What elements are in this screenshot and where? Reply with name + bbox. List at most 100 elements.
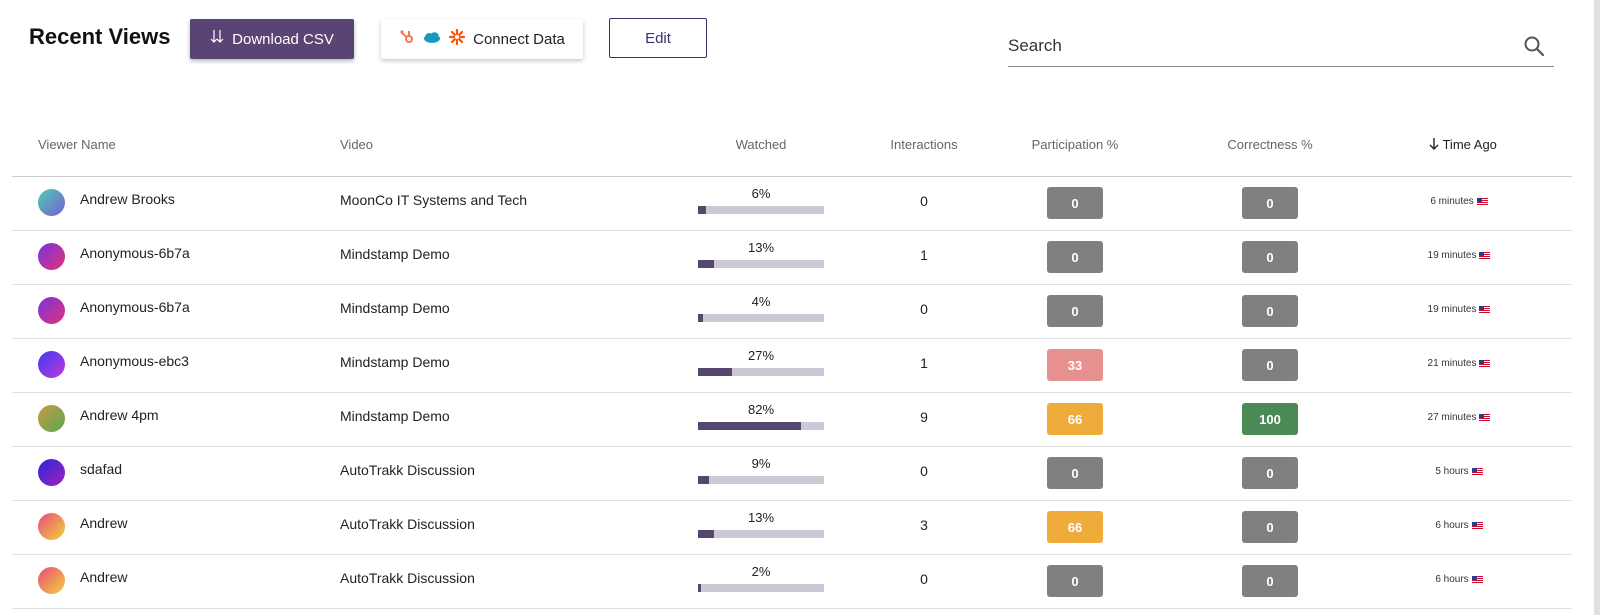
video-title[interactable]: Mindstamp Demo	[340, 300, 450, 316]
avatar	[38, 189, 65, 216]
time-ago-text: 6 minutes	[1430, 196, 1474, 207]
time-ago: 6 hours	[1398, 520, 1520, 531]
correctness-badge: 0	[1242, 511, 1298, 543]
time-ago: 6 minutes	[1398, 196, 1520, 207]
avatar	[38, 297, 65, 324]
participation-badge: 0	[1047, 295, 1103, 327]
participation-badge: 33	[1047, 349, 1103, 381]
video-title[interactable]: AutoTrakk Discussion	[340, 462, 475, 478]
watched-percent: 13%	[747, 510, 775, 525]
download-csv-button[interactable]: Download CSV	[190, 19, 354, 59]
viewer-name[interactable]: Anonymous-6b7a	[80, 299, 190, 315]
avatar	[38, 513, 65, 540]
participation-badge: 0	[1047, 241, 1103, 273]
avatar	[38, 351, 65, 378]
video-title[interactable]: Mindstamp Demo	[340, 354, 450, 370]
edit-button[interactable]: Edit	[609, 18, 707, 58]
time-ago: 6 hours	[1398, 574, 1520, 585]
correctness-badge: 100	[1242, 403, 1298, 435]
video-title[interactable]: AutoTrakk Discussion	[340, 570, 475, 586]
connect-data-label: Connect Data	[473, 30, 565, 48]
time-ago-text: 21 minutes	[1427, 358, 1477, 369]
watched-progress-fill	[698, 476, 710, 484]
table-row[interactable]: Andrew AutoTrakk Discussion 2% 0 0 0 6 h…	[12, 555, 1572, 609]
column-correctness[interactable]: Correctness %	[1227, 137, 1313, 152]
video-title[interactable]: AutoTrakk Discussion	[340, 516, 475, 532]
hubspot-icon	[399, 29, 415, 49]
correctness-badge: 0	[1242, 241, 1298, 273]
avatar	[38, 459, 65, 486]
column-watched[interactable]: Watched	[735, 137, 787, 152]
watched-percent: 27%	[747, 348, 775, 363]
watched-progress-fill	[698, 530, 715, 538]
watched-progress-fill	[698, 260, 715, 268]
interactions-count: 0	[920, 301, 928, 317]
interactions-count: 1	[920, 247, 928, 263]
avatar	[38, 567, 65, 594]
avatar	[38, 405, 65, 432]
us-flag-icon	[1471, 575, 1483, 583]
download-csv-label: Download CSV	[232, 30, 334, 48]
us-flag-icon	[1471, 521, 1483, 529]
watched-progress-fill	[698, 422, 802, 430]
watched-progress-bar	[698, 260, 824, 268]
column-video[interactable]: Video	[340, 137, 374, 152]
video-title[interactable]: Mindstamp Demo	[340, 408, 450, 424]
watched-progress-bar	[698, 476, 824, 484]
page-title: Recent Views	[29, 24, 171, 49]
viewer-name[interactable]: Andrew 4pm	[80, 407, 159, 423]
scrollbar-thumb[interactable]	[1594, 0, 1600, 615]
watched-percent: 4%	[751, 294, 771, 309]
interactions-count: 0	[920, 463, 928, 479]
search-icon[interactable]	[1522, 34, 1546, 58]
participation-badge: 0	[1047, 187, 1103, 219]
viewer-name[interactable]: sdafad	[80, 461, 123, 477]
participation-badge: 0	[1047, 457, 1103, 489]
scrollbar[interactable]	[1592, 0, 1600, 615]
viewer-name[interactable]: Anonymous-ebc3	[80, 353, 189, 369]
search-box	[1008, 28, 1554, 67]
watched-percent: 6%	[751, 186, 771, 201]
time-ago-label: Time Ago	[1442, 137, 1497, 152]
column-time-ago[interactable]: Time Ago	[1408, 137, 1518, 152]
table-row[interactable]: Andrew AutoTrakk Discussion 13% 3 66 0 6…	[12, 501, 1572, 555]
table-row[interactable]: Andrew 4pm Mindstamp Demo 82% 9 66 100 2…	[12, 393, 1572, 447]
column-participation[interactable]: Participation %	[1031, 137, 1119, 152]
header: Recent Views Download CSV	[0, 0, 1600, 90]
video-title[interactable]: Mindstamp Demo	[340, 246, 450, 262]
time-ago-text: 6 hours	[1435, 574, 1469, 585]
watched-progress-bar	[698, 584, 824, 592]
watched-percent: 2%	[751, 564, 771, 579]
search-input[interactable]	[1008, 32, 1508, 60]
time-ago: 21 minutes	[1398, 358, 1520, 369]
table-row[interactable]: sdafad AutoTrakk Discussion 9% 0 0 0 5 h…	[12, 447, 1572, 501]
watched-progress-bar	[698, 530, 824, 538]
table-row[interactable]: Anonymous-6b7a Mindstamp Demo 13% 1 0 0 …	[12, 231, 1572, 285]
time-ago: 19 minutes	[1398, 250, 1520, 261]
column-viewer-name[interactable]: Viewer Name	[38, 137, 116, 152]
watched-percent: 82%	[747, 402, 775, 417]
video-title[interactable]: MoonCo IT Systems and Tech	[340, 192, 528, 208]
us-flag-icon	[1479, 359, 1491, 367]
correctness-badge: 0	[1242, 295, 1298, 327]
table-row[interactable]: Andrew Brooks MoonCo IT Systems and Tech…	[12, 177, 1572, 231]
watched-progress-bar	[698, 206, 824, 214]
table-header: Viewer Name Video Watched Interactions P…	[12, 124, 1572, 177]
table-row[interactable]: Anonymous-6b7a Mindstamp Demo 4% 0 0 0 1…	[12, 285, 1572, 339]
table-row[interactable]: Anonymous-ebc3 Mindstamp Demo 27% 1 33 0…	[12, 339, 1572, 393]
interactions-count: 3	[920, 517, 928, 533]
zapier-icon	[449, 28, 466, 49]
connect-data-button[interactable]: Connect Data	[381, 19, 583, 59]
viewer-name[interactable]: Anonymous-6b7a	[80, 245, 190, 261]
time-ago: 27 minutes	[1398, 412, 1520, 423]
viewer-name[interactable]: Andrew	[80, 515, 128, 531]
column-interactions[interactable]: Interactions	[890, 137, 958, 152]
time-ago-text: 5 hours	[1435, 466, 1469, 477]
viewer-name[interactable]: Andrew Brooks	[80, 191, 175, 207]
watched-percent: 9%	[751, 456, 771, 471]
time-ago: 5 hours	[1398, 466, 1520, 477]
watched-progress-fill	[698, 206, 706, 214]
viewer-name[interactable]: Andrew	[80, 569, 128, 585]
us-flag-icon	[1476, 197, 1488, 205]
participation-badge: 66	[1047, 403, 1103, 435]
